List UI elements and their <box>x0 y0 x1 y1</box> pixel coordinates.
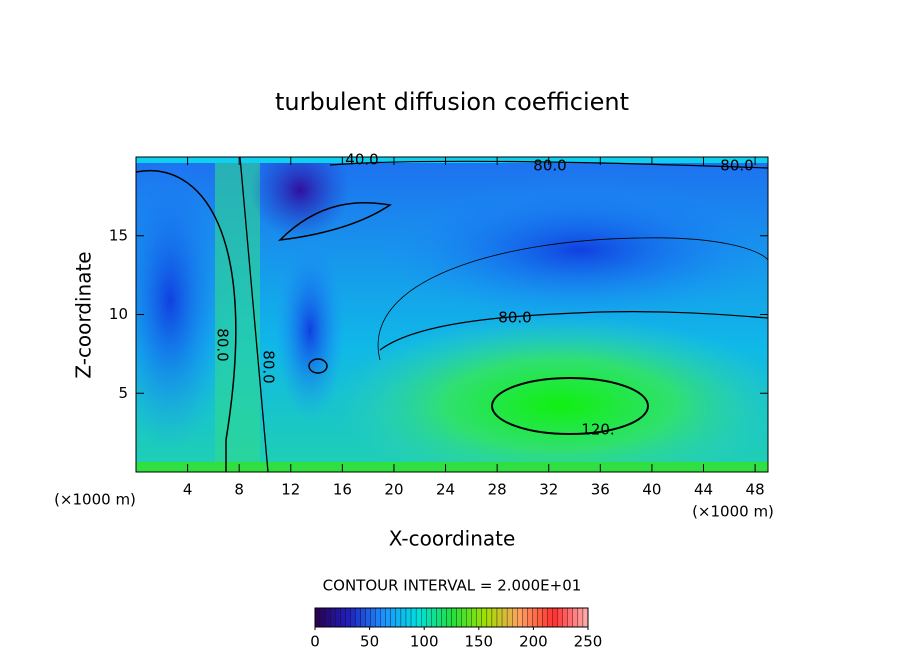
contour-label: 80.0 <box>214 328 232 361</box>
colorbar-segment <box>375 607 381 628</box>
colorbar-segment <box>340 607 346 628</box>
chart-title: turbulent diffusion coefficient <box>275 88 629 116</box>
x-axis-label: X-coordinate <box>389 527 516 551</box>
colorbar-segment <box>537 607 543 628</box>
y-tick-label: 5 <box>118 384 128 402</box>
x-tick-label: 24 <box>436 481 455 499</box>
colorbar-tick-label: 0 <box>310 633 320 651</box>
colorbar-segment <box>324 607 331 628</box>
colorbar-segment <box>461 607 467 628</box>
colorbar-segment <box>491 607 498 628</box>
contour-label: 120. <box>581 421 614 439</box>
colorbar-segment <box>360 607 366 628</box>
colorbar-tick-label: 100 <box>410 633 439 651</box>
x-unit: (×1000 m) <box>692 503 774 521</box>
colorbar-segment <box>370 607 376 628</box>
x-tick-label: 16 <box>333 481 352 499</box>
colorbar-segment <box>522 607 528 628</box>
colorbar-segment <box>572 607 579 628</box>
colorbar-segment <box>431 607 437 628</box>
contour-label: 80.0 <box>533 157 566 175</box>
field <box>136 157 768 472</box>
x-tick-label: 48 <box>746 481 765 499</box>
colorbar-segment <box>314 607 321 628</box>
x-tick-label: 20 <box>384 481 403 499</box>
x-tick-label: 12 <box>281 481 300 499</box>
colorbar-segment <box>456 607 462 628</box>
colorbar-segment <box>542 607 548 628</box>
colorbar-segment <box>501 607 508 628</box>
colorbar-segment <box>512 607 518 628</box>
colorbar-segment <box>506 607 513 628</box>
colorbar-segment <box>319 607 326 628</box>
colorbar-segment <box>547 607 553 628</box>
contour-interval: CONTOUR INTERVAL = 2.000E+01 <box>323 577 582 595</box>
x-tick-label: 36 <box>591 481 610 499</box>
colorbar-frame <box>314 607 589 628</box>
colorbar-segment <box>481 607 488 628</box>
colorbar-segment <box>532 607 538 628</box>
colorbar-segment <box>476 607 482 628</box>
colorbar-segment <box>400 607 407 628</box>
colorbar-segment <box>471 607 477 628</box>
colorbar-segment <box>421 607 427 628</box>
colorbar-segment <box>577 607 584 628</box>
colorbar-tick-label: 50 <box>360 633 379 651</box>
colorbar-segment <box>562 607 568 628</box>
colorbar-segment <box>451 607 457 628</box>
colorbar-segment <box>582 607 589 628</box>
y-tick-label: 10 <box>109 305 128 323</box>
contour-label: 80.0 <box>498 309 531 327</box>
colorbar-segment <box>350 607 356 628</box>
y-axis-label: Z-coordinate <box>72 251 96 378</box>
colorbar-segment <box>552 607 558 628</box>
x-tick-label: 40 <box>642 481 661 499</box>
contour-lines <box>136 157 768 472</box>
contour-label: 80.0 <box>720 157 753 175</box>
colorbar-segment <box>441 607 447 628</box>
x-tick-label: 8 <box>234 481 244 499</box>
contour-label: 80.0 <box>260 350 278 383</box>
colorbar-segment <box>365 607 371 628</box>
colorbar-segment <box>410 607 417 628</box>
colorbar-segment <box>426 607 432 628</box>
colorbar-segment <box>390 607 397 628</box>
colorbar-segment <box>527 607 533 628</box>
colorbar-segment <box>436 607 442 628</box>
colorbar-segment <box>496 607 503 628</box>
colorbar-segment <box>517 607 523 628</box>
colorbar-segment <box>335 607 341 628</box>
colorbar-segment <box>446 607 452 628</box>
x-tick-label: 4 <box>183 481 193 499</box>
x-tick-label: 28 <box>488 481 507 499</box>
colorbar-segment <box>486 607 493 628</box>
colorbar-segment <box>557 607 563 628</box>
colorbar-tick-label: 150 <box>464 633 493 651</box>
y-tick-label: 15 <box>109 226 128 244</box>
y-unit: (×1000 m) <box>54 491 136 509</box>
colorbar-segment <box>395 607 402 628</box>
colorbar-segment <box>355 607 361 628</box>
colorbar-segment <box>415 607 422 628</box>
contour-label: 40.0 <box>345 151 378 169</box>
colorbar-segment <box>345 607 351 628</box>
colorbar-tick-label: 250 <box>574 633 603 651</box>
colorbar-segment <box>405 607 412 628</box>
colorbar-segment <box>567 607 573 628</box>
colorbar-segment <box>385 607 391 628</box>
x-tick-label: 32 <box>539 481 558 499</box>
colorbar-segment <box>330 607 336 628</box>
x-tick-label: 44 <box>694 481 713 499</box>
colorbar-segment <box>466 607 472 628</box>
colorbar-segment <box>380 607 386 628</box>
colorbar-tick-label: 200 <box>519 633 548 651</box>
